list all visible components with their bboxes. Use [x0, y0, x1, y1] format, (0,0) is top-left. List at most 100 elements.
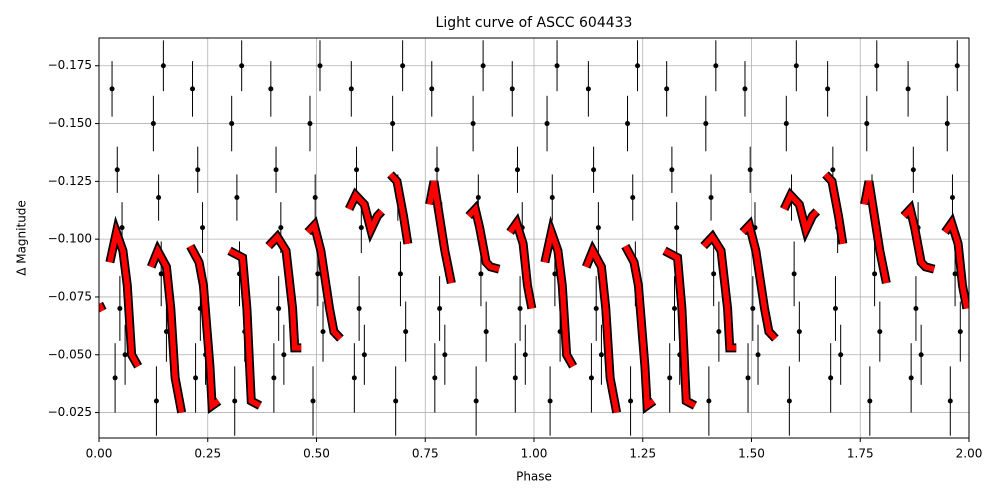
- data-point: [315, 271, 321, 277]
- x-tick-label: 1.75: [847, 447, 874, 461]
- data-point: [200, 225, 206, 231]
- data-point: [434, 167, 440, 173]
- data-point: [158, 271, 164, 277]
- data-point: [119, 225, 125, 231]
- data-point: [478, 271, 484, 277]
- data-point: [828, 375, 834, 381]
- axes: 0.00 0.25 0.50 0.75 1.00 1.25 1.50 1.75 2.00 −0.1…: [48, 58, 983, 460]
- data-point: [877, 329, 883, 335]
- data-point: [706, 398, 712, 404]
- data-point: [317, 63, 323, 69]
- data-point: [195, 167, 201, 173]
- data-point: [312, 195, 318, 201]
- y-tick-label: −0.125: [48, 174, 92, 188]
- data-point: [755, 352, 761, 358]
- data-point: [354, 167, 360, 173]
- data-point: [585, 86, 591, 92]
- data-point: [830, 167, 836, 173]
- data-point: [473, 398, 479, 404]
- data-point: [750, 306, 756, 312]
- data-point: [276, 306, 282, 312]
- data-point: [832, 306, 838, 312]
- data-point: [348, 86, 354, 92]
- y-tick-label: −0.025: [48, 405, 92, 419]
- data-point: [547, 398, 553, 404]
- data-point: [711, 271, 717, 277]
- y-tick-label: −0.050: [48, 347, 92, 361]
- data-point: [150, 121, 156, 127]
- plot-area: [99, 40, 969, 436]
- data-point: [708, 195, 714, 201]
- data-point: [674, 225, 680, 231]
- data-point: [239, 63, 245, 69]
- data-point: [153, 398, 159, 404]
- data-point: [361, 352, 367, 358]
- y-tick-label: −0.075: [48, 289, 92, 303]
- data-point: [393, 398, 399, 404]
- x-tick-label: 1.00: [521, 447, 548, 461]
- data-point: [509, 86, 515, 92]
- data-point: [281, 352, 287, 358]
- data-point: [429, 86, 435, 92]
- data-point: [598, 352, 604, 358]
- x-tick-label: 0.50: [303, 447, 330, 461]
- data-point: [872, 271, 878, 277]
- data-point: [190, 86, 196, 92]
- x-tick-label: 0.00: [86, 447, 113, 461]
- data-point: [475, 195, 481, 201]
- data-point: [874, 63, 880, 69]
- data-point: [112, 375, 118, 381]
- data-point: [271, 375, 277, 381]
- x-tick-label: 1.50: [738, 447, 765, 461]
- data-point: [664, 86, 670, 92]
- data-point: [796, 329, 802, 335]
- x-tick-label: 2.00: [956, 447, 983, 461]
- data-point: [957, 329, 963, 335]
- data-point: [397, 271, 403, 277]
- data-point: [947, 398, 953, 404]
- data-point: [442, 352, 448, 358]
- data-point: [160, 63, 166, 69]
- data-point: [625, 121, 631, 127]
- data-point: [549, 195, 555, 201]
- data-point: [918, 352, 924, 358]
- data-point: [745, 375, 751, 381]
- data-point: [628, 398, 634, 404]
- data-point: [905, 86, 911, 92]
- data-point: [320, 329, 326, 335]
- data-point: [864, 121, 870, 127]
- data-point: [517, 306, 523, 312]
- data-point: [483, 329, 489, 335]
- data-point: [838, 352, 844, 358]
- data-point: [672, 306, 678, 312]
- x-tick-label: 0.75: [412, 447, 439, 461]
- data-point: [742, 86, 748, 92]
- data-point: [786, 398, 792, 404]
- data-point: [512, 375, 518, 381]
- data-point: [122, 352, 128, 358]
- data-point: [703, 121, 709, 127]
- data-point: [783, 121, 789, 127]
- y-axis-label: Δ Magnitude: [15, 200, 29, 276]
- data-point: [229, 121, 235, 127]
- data-point: [791, 271, 797, 277]
- data-point: [307, 121, 313, 127]
- data-point: [114, 167, 120, 173]
- data-point: [667, 375, 673, 381]
- data-point: [595, 225, 601, 231]
- data-point: [793, 63, 799, 69]
- data-point: [544, 121, 550, 127]
- y-tick-label: −0.150: [48, 116, 92, 130]
- y-tick-label: −0.100: [48, 232, 92, 246]
- data-point: [390, 121, 396, 127]
- data-point: [432, 375, 438, 381]
- data-point: [747, 167, 753, 173]
- x-tick-label: 1.25: [629, 447, 656, 461]
- data-point: [403, 329, 409, 335]
- data-point: [514, 167, 520, 173]
- data-point: [437, 306, 443, 312]
- x-axis-label: Phase: [516, 470, 552, 484]
- data-point: [554, 63, 560, 69]
- data-point: [268, 86, 274, 92]
- data-point: [713, 63, 719, 69]
